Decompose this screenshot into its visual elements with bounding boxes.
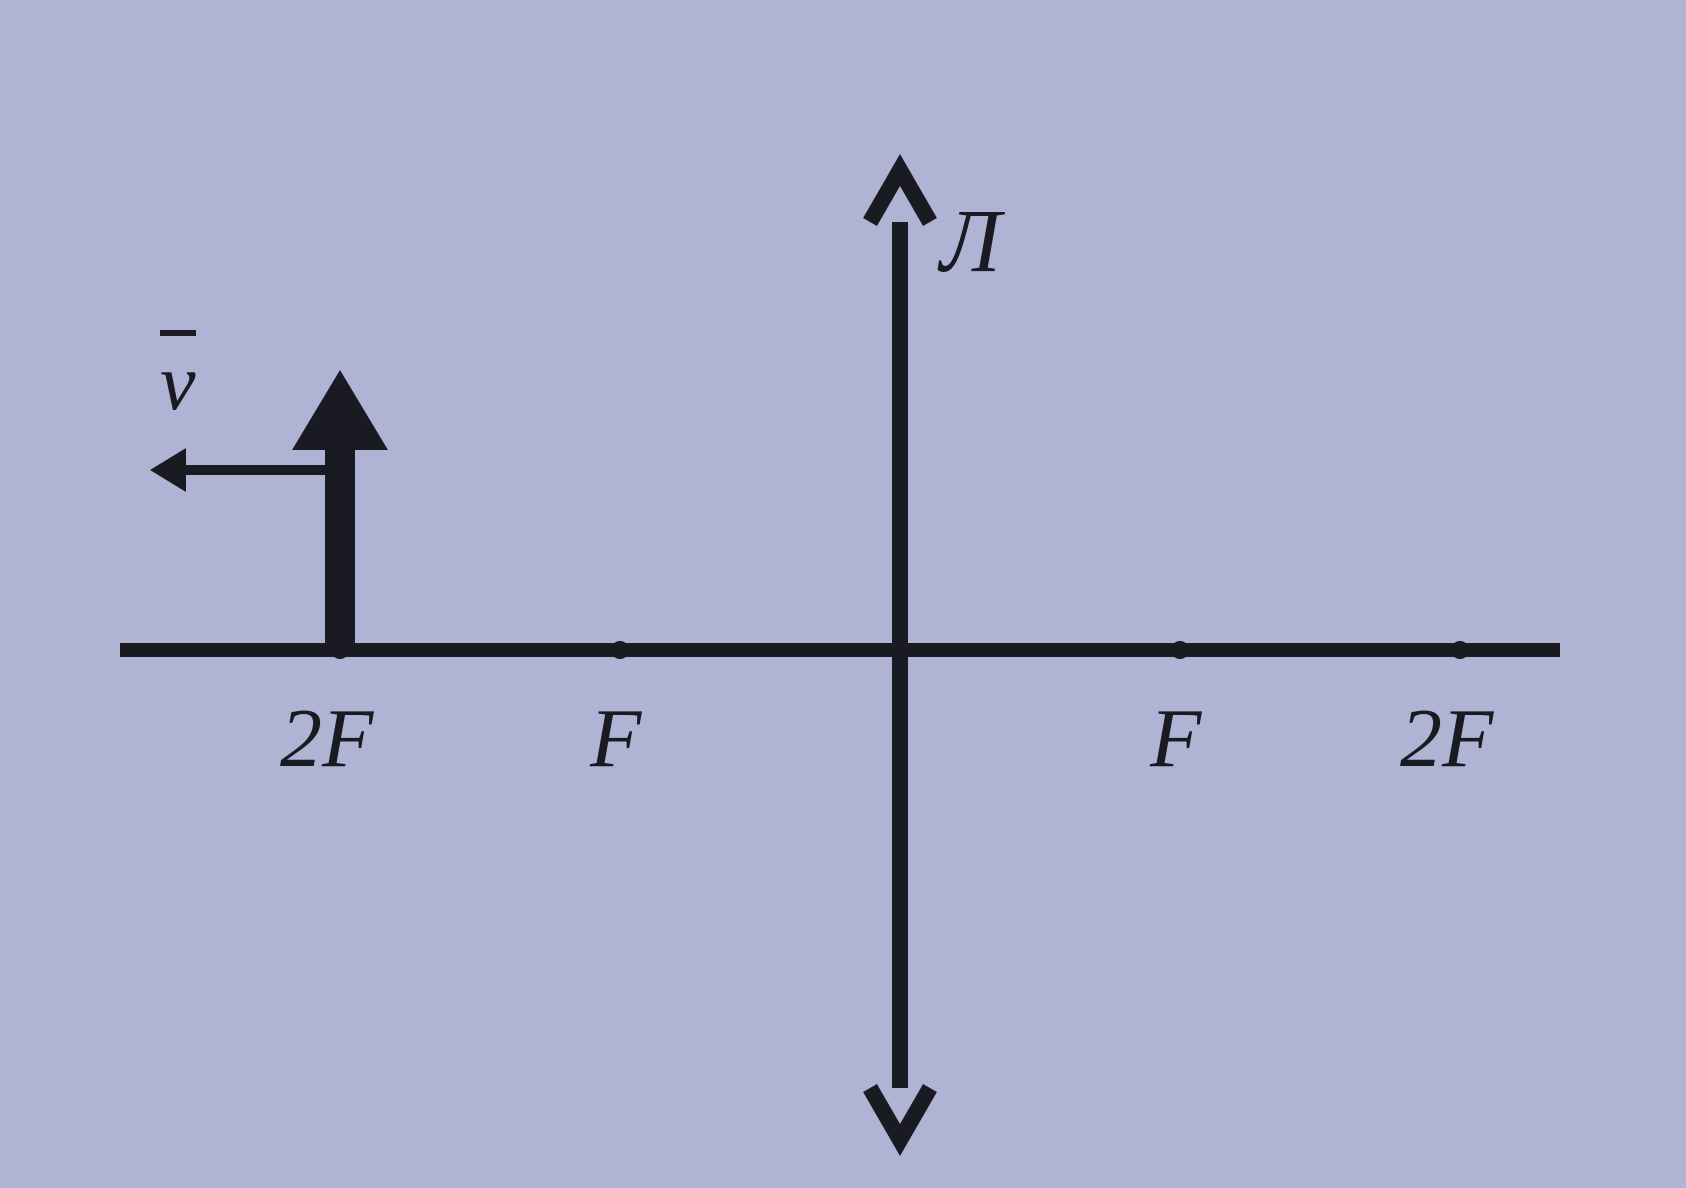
lens-arrow-top [870, 170, 930, 222]
focal-label-2: F [1150, 690, 1201, 787]
velocity-label-text: v [160, 339, 196, 427]
diagram-svg [0, 0, 1686, 1188]
velocity-vector-head [150, 448, 186, 492]
focal-label-3: 2F [1400, 690, 1493, 787]
velocity-overline [160, 330, 196, 336]
focal-label-0: 2F [280, 690, 373, 787]
object-arrow-head [292, 370, 388, 450]
focal-tick-2 [1171, 641, 1189, 659]
optics-diagram: 2F F F 2F Лv [0, 0, 1686, 1188]
object-arrow-shaft [325, 450, 355, 650]
focal-tick-3 [1451, 641, 1469, 659]
lens-arrow-bottom [870, 1088, 930, 1140]
focal-tick-1 [611, 641, 629, 659]
lens-label: Л [940, 190, 1001, 293]
focal-label-1: F [590, 690, 641, 787]
velocity-label: v [160, 330, 196, 429]
